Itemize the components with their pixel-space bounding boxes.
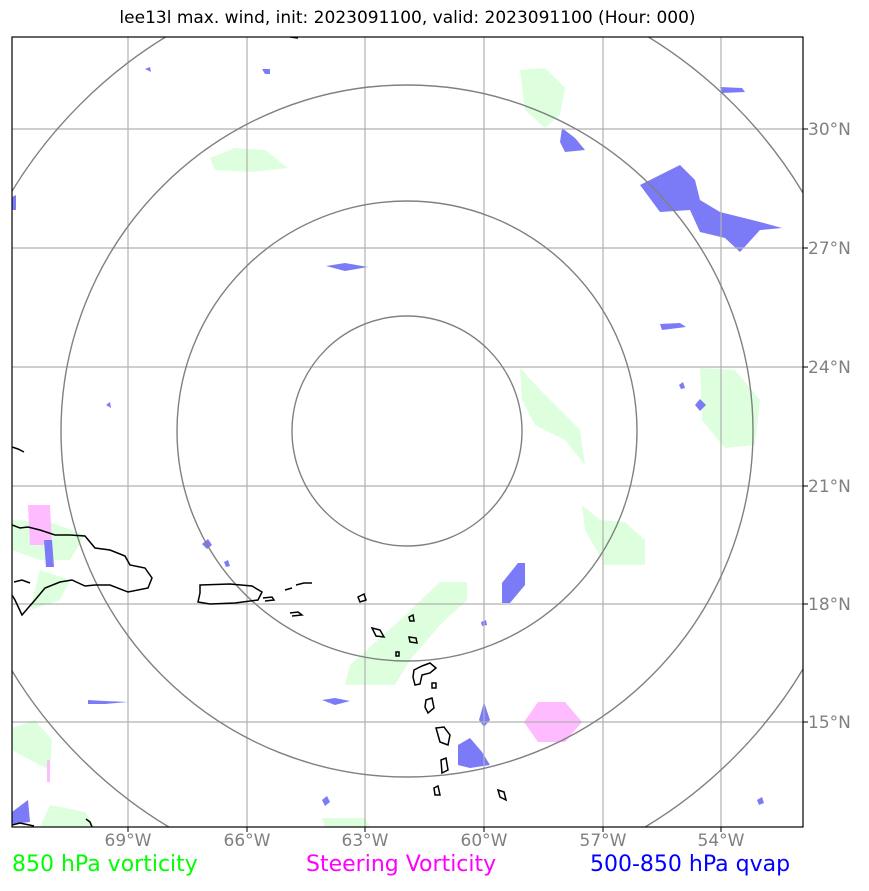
steering-vorticity-fields (28, 505, 582, 782)
lon-label-66w: 66°W (224, 831, 271, 851)
lat-label-30n: 30°N (808, 120, 851, 140)
axis-ticks (127, 128, 808, 832)
legend-steering-vorticity: Steering Vorticity (306, 852, 497, 877)
grid-lines (12, 37, 803, 827)
map-title: lee13l max. wind, init: 2023091100, vali… (119, 8, 696, 28)
lat-label-18n: 18°N (808, 595, 851, 615)
lon-label-54w: 54°W (698, 831, 745, 851)
lat-label-27n: 27°N (808, 239, 851, 259)
latitude-labels: 30°N 27°N 24°N 21°N 18°N 15°N (808, 120, 851, 733)
lon-label-63w: 63°W (342, 831, 389, 851)
legend-qvap: 500-850 hPa qvap (590, 852, 791, 877)
plot-frame (11, 36, 804, 828)
lat-label-21n: 21°N (808, 477, 851, 497)
lat-label-24n: 24°N (808, 358, 851, 378)
legend-850-vorticity: 850 hPa vorticity (12, 852, 198, 877)
lon-label-69w: 69°W (105, 831, 152, 851)
lon-label-57w: 57°W (580, 831, 627, 851)
qvap-fields (12, 67, 782, 824)
longitude-labels: 69°W 66°W 63°W 60°W 57°W 54°W (105, 831, 745, 851)
lat-label-15n: 15°N (808, 713, 851, 733)
lon-label-60w: 60°W (461, 831, 508, 851)
